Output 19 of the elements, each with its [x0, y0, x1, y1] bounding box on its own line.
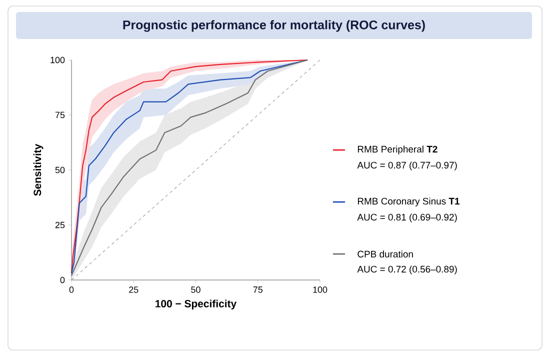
- y-tick-label: 100: [50, 56, 65, 64]
- x-tick-label: 50: [191, 286, 200, 293]
- x-axis-title: 100 − Specificity: [156, 300, 237, 310]
- y-tick-label: 75: [55, 112, 65, 118]
- text: AUC = 0.72 (0.56–0.89): [357, 266, 457, 274]
- x-tick-label: 100: [313, 286, 328, 293]
- text: AUC = 0.87 (0.77–0.97): [357, 162, 457, 170]
- x-tick-label: 25: [129, 286, 138, 293]
- legend-label: RMB Coronary Sinus T1: [358, 198, 460, 206]
- legend-label: RMB Peripheral T2: [358, 146, 438, 154]
- y-axis-title: Sensitivity: [33, 144, 44, 196]
- y-tick-label: 0: [60, 276, 65, 284]
- legend-label: CPB duration: [358, 250, 413, 258]
- x-tick-label: 75: [253, 286, 262, 293]
- x-tick-label: 0: [69, 286, 74, 293]
- y-tick-label: 25: [55, 222, 65, 228]
- chart-title: Prognostic performance for mortality (ROC curves): [123, 20, 425, 32]
- y-tick-label: 50: [55, 166, 65, 174]
- text: AUC = 0.81 (0.69–0.92): [357, 214, 457, 222]
